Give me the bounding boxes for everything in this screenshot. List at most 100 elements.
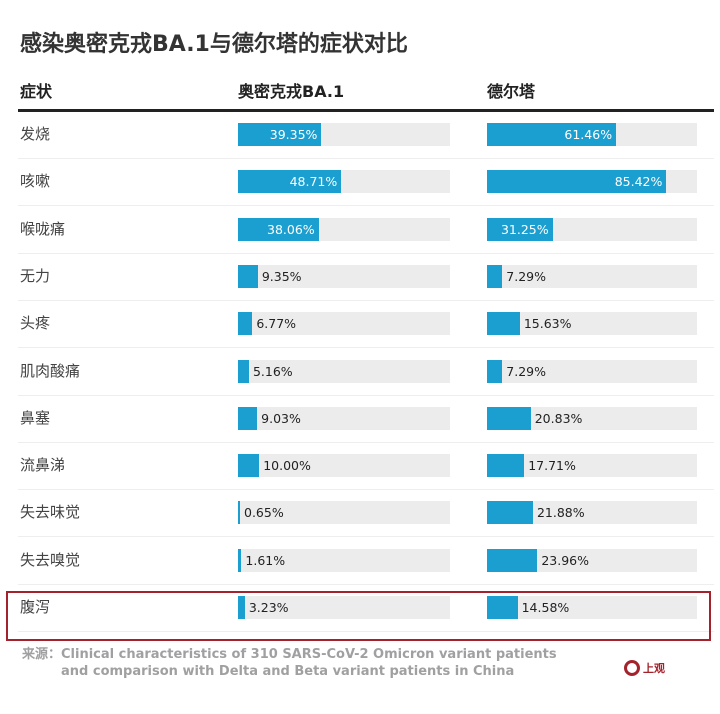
source-label: 来源：	[22, 647, 62, 662]
bar-track: 9.35%	[238, 264, 450, 288]
data-label: 14.58%	[521, 600, 570, 615]
highlight-box	[6, 591, 711, 641]
bar-track: 7.29%	[487, 264, 697, 288]
symptom-label: 喉咙痛	[20, 219, 66, 238]
data-label: 48.71%	[289, 174, 338, 190]
symptom-label: 头疼	[20, 314, 51, 333]
chart-title: 感染奥密克戎BA.1与德尔塔的症状对比	[20, 32, 408, 57]
bar-track: 21.88%	[487, 501, 697, 525]
header-divider	[18, 109, 714, 112]
table-row: 腹泻 3.23% 14.58%	[18, 584, 714, 632]
data-label: 9.03%	[261, 410, 301, 426]
data-label: 5.16%	[252, 363, 293, 379]
table-row: 喉咙痛 38.06% 31.25%	[18, 206, 714, 254]
table-row: 鼻塞 9.03% 20.83%	[18, 395, 714, 443]
bar-delta	[487, 123, 617, 146]
table-row: 流鼻涕 10.00% 17.71%	[18, 442, 714, 491]
data-label: 21.88%	[536, 505, 585, 521]
table-row: 发烧 39.35% 61.46%	[18, 111, 714, 159]
symptom-label: 发烧	[20, 125, 51, 143]
bar-track: 14.58%	[487, 596, 697, 619]
source-note: 来源：Clinical characteristics of 310 SARS-…	[22, 646, 571, 680]
bar-omicron	[238, 312, 253, 336]
bar-track: 20.83%	[487, 406, 697, 430]
bar-omicron	[238, 501, 240, 525]
symptom-label: 失去味觉	[20, 503, 81, 522]
bar-omicron	[238, 454, 260, 478]
logo-ring-icon	[624, 660, 640, 676]
source-text: Clinical characteristics of 310 SARS-CoV…	[61, 647, 557, 679]
symptom-label: 流鼻涕	[20, 456, 66, 475]
bar-omicron	[238, 217, 319, 241]
data-label: 15.63%	[523, 316, 572, 332]
data-label: 38.06%	[267, 221, 315, 237]
column-header-omicron: 奥密克戎BA.1	[238, 82, 345, 101]
bar-track: 10.00%	[238, 454, 450, 478]
table-row: 肌肉酸痛 5.16% 7.29%	[18, 348, 714, 396]
data-label: 31.25%	[500, 221, 549, 237]
data-label: 0.65%	[244, 505, 284, 521]
bar-track: 38.06%	[238, 217, 450, 241]
bar-omicron	[238, 406, 258, 430]
symptom-label: 无力	[20, 266, 51, 285]
symptom-label: 肌肉酸痛	[20, 361, 81, 380]
data-label: 1.61%	[245, 552, 286, 568]
bar-track: 9.03%	[238, 406, 450, 430]
data-label: 3.23%	[248, 600, 289, 615]
data-label: 20.83%	[534, 410, 583, 426]
table-row: 失去嗅觉 1.61% 23.96%	[18, 537, 714, 585]
data-label: 17.71%	[528, 458, 576, 474]
bar-track: 0.65%	[238, 501, 450, 525]
bar-omicron	[238, 359, 249, 383]
bar-omicron	[238, 170, 342, 194]
bar-delta	[487, 548, 538, 572]
bar-omicron	[238, 123, 322, 146]
data-label: 23.96%	[541, 552, 589, 568]
bar-track: 23.96%	[487, 548, 697, 572]
data-label: 7.29%	[506, 268, 547, 284]
symptom-label: 咳嗽	[20, 172, 51, 191]
bar-omicron	[238, 264, 258, 288]
table-row: 咳嗽 48.71% 85.42%	[18, 158, 714, 207]
data-label: 7.29%	[506, 363, 547, 379]
symptom-label: 失去嗅觉	[20, 550, 81, 569]
bar-track: 3.23%	[238, 596, 450, 619]
column-header-symptom: 症状	[20, 82, 53, 101]
bar-track: 1.61%	[238, 548, 450, 572]
bar-track: 48.71%	[238, 170, 450, 194]
bar-omicron	[238, 548, 242, 572]
data-label: 85.42%	[614, 174, 663, 190]
symptom-label: 腹泻	[20, 598, 51, 616]
logo: 上观	[624, 660, 665, 676]
data-label: 39.35%	[269, 127, 318, 142]
bar-track: 5.16%	[238, 359, 450, 383]
logo-text: 上观	[643, 662, 665, 675]
data-label: 61.46%	[564, 127, 613, 142]
bar-track: 7.29%	[487, 359, 697, 383]
bar-delta	[487, 501, 533, 525]
bar-track: 85.42%	[487, 170, 697, 194]
bar-delta	[487, 264, 503, 288]
bar-track: 15.63%	[487, 312, 697, 336]
bar-delta	[487, 596, 518, 619]
bar-delta	[487, 312, 520, 336]
data-label: 9.35%	[261, 268, 302, 284]
bar-delta	[487, 454, 525, 478]
data-label: 6.77%	[256, 316, 297, 332]
symptom-label: 鼻塞	[20, 408, 51, 427]
table-row: 头疼 6.77% 15.63%	[18, 300, 714, 349]
bar-track: 6.77%	[238, 312, 450, 336]
bar-track: 17.71%	[487, 454, 697, 478]
bar-track: 31.25%	[487, 217, 697, 241]
bar-delta	[487, 359, 503, 383]
data-label: 10.00%	[263, 458, 311, 474]
table-row: 失去味觉 0.65% 21.88%	[18, 489, 714, 538]
bar-delta	[487, 217, 553, 241]
column-header-delta: 德尔塔	[487, 82, 536, 101]
bar-delta	[487, 406, 531, 430]
bar-omicron	[238, 596, 245, 619]
bar-track: 39.35%	[238, 123, 450, 146]
bar-delta	[487, 170, 667, 194]
bar-track: 61.46%	[487, 123, 697, 146]
